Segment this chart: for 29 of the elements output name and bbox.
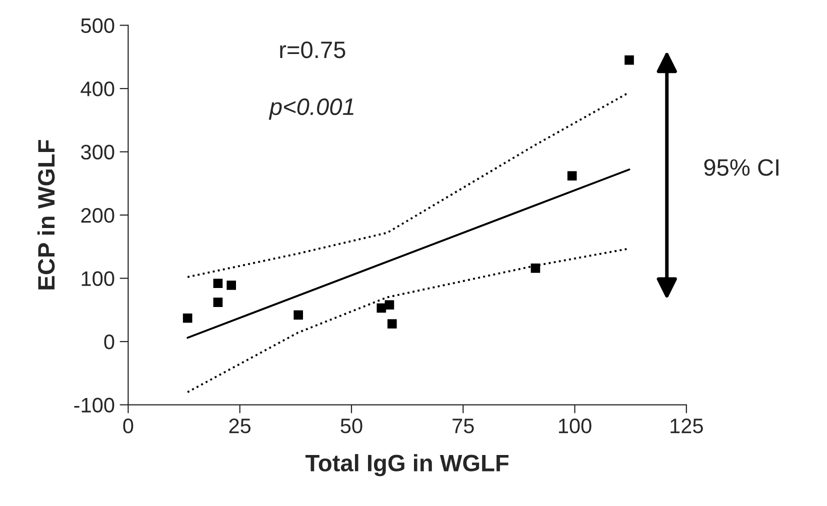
y-tick-label: 0 bbox=[104, 334, 114, 350]
x-tick-label: 50 bbox=[340, 418, 362, 434]
point bbox=[384, 300, 394, 310]
point bbox=[294, 310, 303, 320]
y-tick-label: 400 bbox=[80, 82, 114, 96]
point bbox=[213, 278, 223, 288]
x-tick-label: 125 bbox=[670, 418, 703, 434]
annotation: p<0.001 bbox=[268, 98, 354, 120]
text: 95% CI bbox=[704, 159, 778, 176]
annotation: r=0.75 bbox=[280, 41, 346, 58]
point bbox=[624, 55, 634, 65]
y-tick-label: 100 bbox=[82, 271, 114, 286]
x-tick-label: 75 bbox=[452, 418, 474, 434]
point bbox=[567, 171, 577, 180]
point bbox=[387, 319, 397, 328]
point bbox=[376, 303, 386, 313]
point bbox=[226, 280, 236, 290]
point bbox=[182, 313, 192, 323]
point bbox=[530, 264, 540, 273]
y-tick-label: 500 bbox=[81, 18, 114, 34]
x-tick-label: 25 bbox=[229, 418, 251, 434]
x-axis-title: Total IgG in WGLF bbox=[305, 454, 509, 476]
x-tick-label: 100 bbox=[558, 418, 592, 434]
y-tick-label: 300 bbox=[81, 144, 114, 160]
y-axis-title: ECP in WGLF bbox=[37, 140, 55, 290]
y-tick-label: 200 bbox=[81, 208, 114, 223]
point bbox=[213, 298, 223, 307]
x-tick-label: 0 bbox=[123, 418, 134, 434]
y-tick-label: -100 bbox=[74, 398, 114, 413]
